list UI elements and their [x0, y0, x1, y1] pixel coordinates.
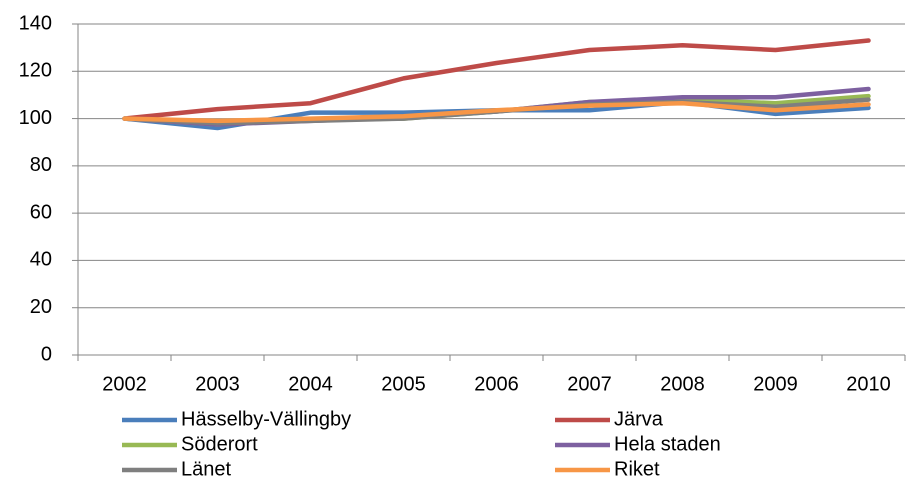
series-line — [122, 38, 871, 121]
y-tick-label: 80 — [30, 154, 52, 176]
x-tick-label: 2002 — [102, 373, 147, 395]
x-tick-label: 2006 — [474, 373, 519, 395]
x-tick-label: 2007 — [567, 373, 612, 395]
y-tick-label: 100 — [19, 107, 52, 129]
y-tick-label: 120 — [19, 60, 52, 82]
y-tick-label: 40 — [30, 249, 52, 271]
x-tick-label: 2009 — [753, 373, 798, 395]
x-tick-label: 2005 — [381, 373, 426, 395]
legend-label: Länet — [181, 458, 231, 480]
y-tick-label: 60 — [30, 201, 52, 223]
x-tick-label: 2003 — [195, 373, 240, 395]
legend-label: Riket — [614, 458, 660, 480]
x-tick-label: 2008 — [660, 373, 705, 395]
x-tick-label: 2004 — [288, 373, 333, 395]
legend-label: Hässelby-Vällingby — [181, 408, 351, 430]
legend-label: Järva — [614, 408, 664, 430]
y-tick-label: 0 — [41, 343, 52, 365]
y-tick-label: 140 — [19, 12, 52, 34]
y-tick-label: 20 — [30, 296, 52, 318]
legend-label: Hela staden — [614, 433, 721, 455]
series-line — [122, 100, 871, 124]
legend-label: Söderort — [181, 433, 258, 455]
x-tick-label: 2010 — [846, 373, 891, 395]
